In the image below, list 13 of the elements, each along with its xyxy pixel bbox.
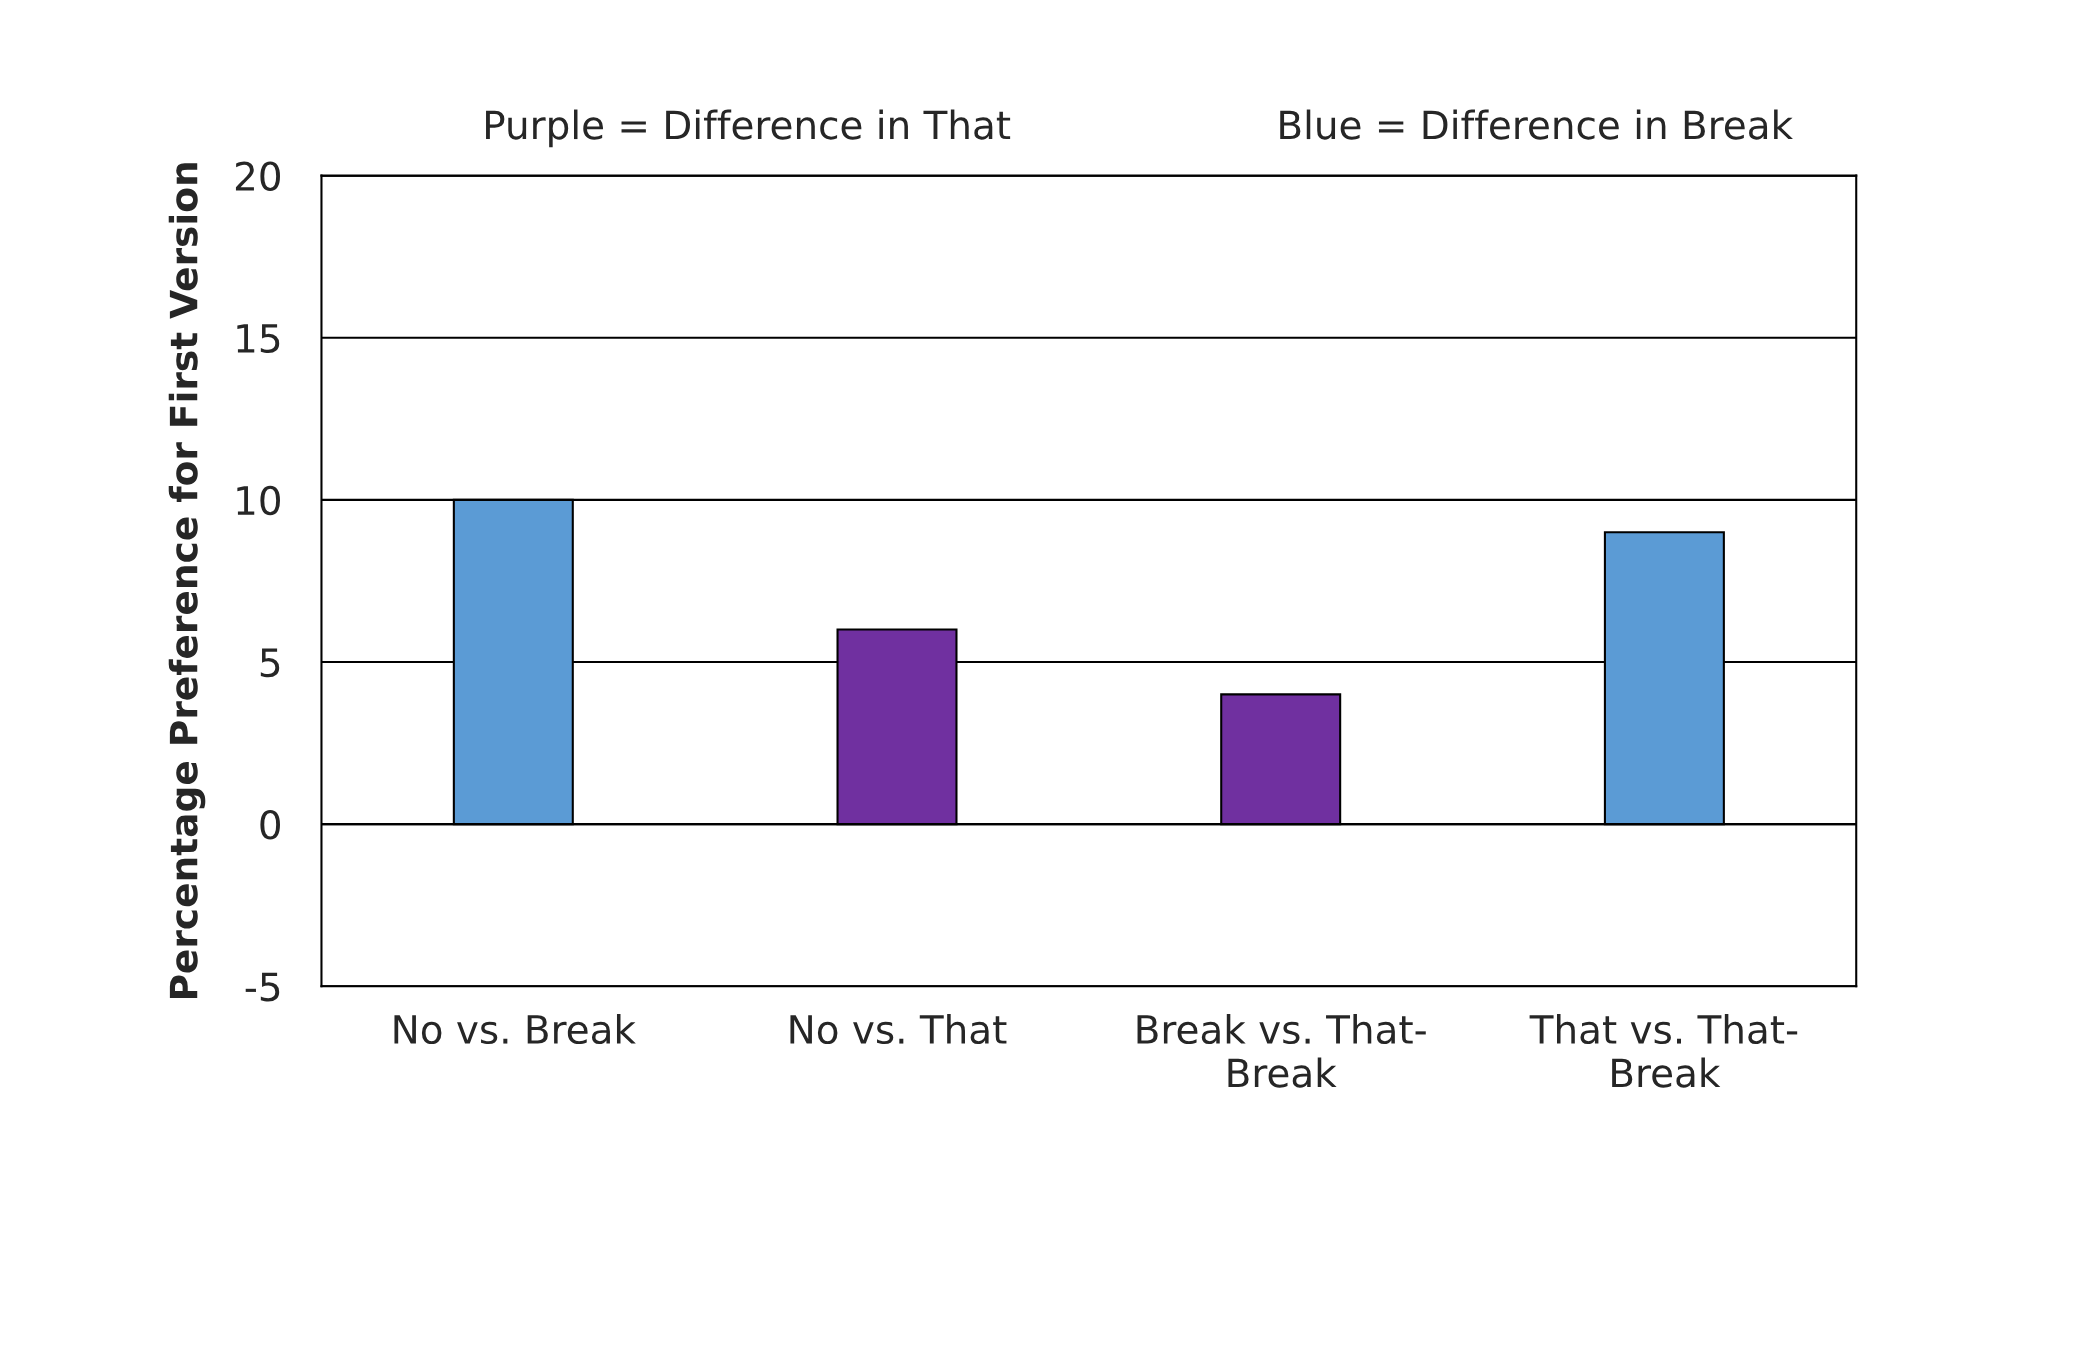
x-tick-label: No vs. That [790, 1014, 1007, 1045]
text: Blue = Difference in Break [1280, 109, 1793, 140]
y-tick-label: 5 [260, 648, 280, 678]
text: Purple = Difference in That [486, 109, 1011, 148]
y-tick-label: 0 [260, 810, 280, 840]
y-tick-label: -5 [245, 972, 280, 1002]
x-tick-label: That vs. That- Break [1529, 1014, 1798, 1088]
y-tick-label: 10 [237, 485, 280, 516]
y-axis-title: Percentage Preference for First Version [168, 163, 206, 999]
x-tick-label: No vs. Break [394, 1014, 636, 1045]
y-tick-label: 20 [235, 161, 280, 191]
x-tick-label: Break vs. That- Break [1137, 1014, 1426, 1088]
y-tick-label: 15 [237, 324, 280, 354]
